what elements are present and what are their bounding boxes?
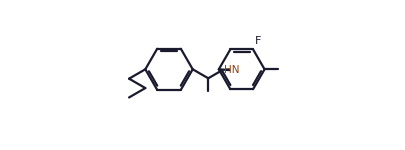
- Text: HN: HN: [224, 65, 239, 75]
- Text: F: F: [254, 36, 261, 46]
